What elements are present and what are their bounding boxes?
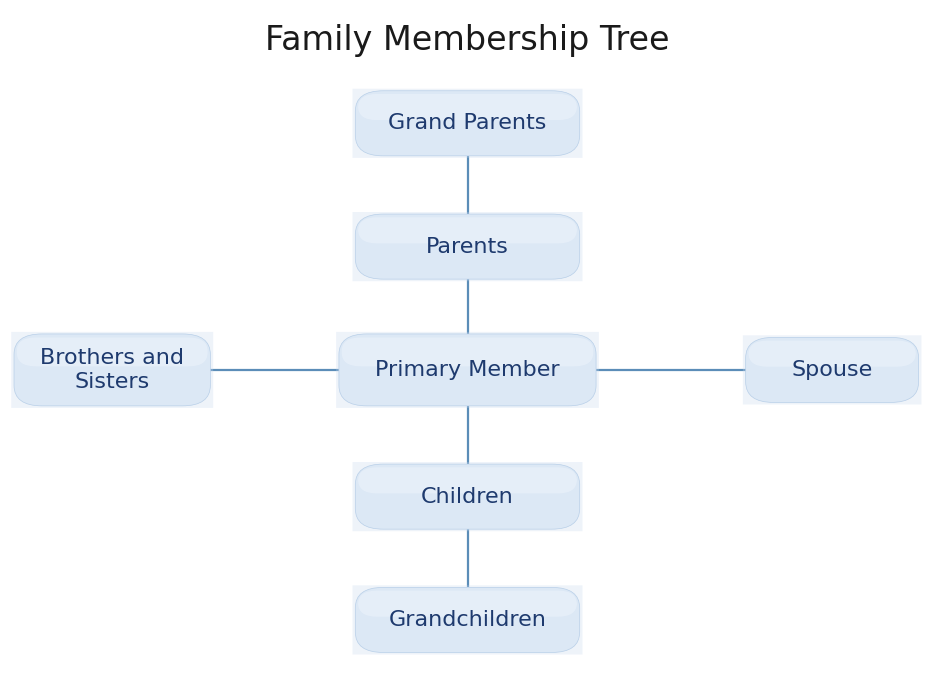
Text: Spouse: Spouse	[792, 360, 872, 380]
FancyBboxPatch shape	[352, 462, 583, 532]
Text: Primary Member: Primary Member	[375, 360, 560, 380]
Text: Family Membership Tree: Family Membership Tree	[266, 24, 669, 57]
FancyBboxPatch shape	[748, 340, 916, 366]
FancyBboxPatch shape	[355, 91, 580, 156]
Text: Brothers and
Sisters: Brothers and Sisters	[40, 347, 184, 393]
FancyBboxPatch shape	[17, 338, 208, 366]
FancyBboxPatch shape	[742, 335, 922, 404]
FancyBboxPatch shape	[352, 212, 583, 281]
FancyBboxPatch shape	[342, 338, 594, 366]
Text: Children: Children	[421, 486, 514, 507]
FancyBboxPatch shape	[358, 94, 577, 120]
FancyBboxPatch shape	[746, 337, 918, 403]
FancyBboxPatch shape	[352, 89, 583, 158]
FancyBboxPatch shape	[358, 590, 577, 616]
FancyBboxPatch shape	[338, 334, 597, 406]
Text: Grandchildren: Grandchildren	[389, 610, 546, 630]
FancyBboxPatch shape	[358, 217, 577, 243]
FancyBboxPatch shape	[355, 214, 580, 279]
FancyBboxPatch shape	[11, 332, 213, 408]
FancyBboxPatch shape	[337, 332, 599, 408]
FancyBboxPatch shape	[352, 585, 583, 655]
FancyBboxPatch shape	[355, 464, 580, 529]
Text: Grand Parents: Grand Parents	[388, 113, 547, 134]
FancyBboxPatch shape	[358, 467, 577, 493]
Text: Parents: Parents	[426, 236, 509, 257]
FancyBboxPatch shape	[355, 587, 580, 652]
FancyBboxPatch shape	[14, 334, 210, 406]
